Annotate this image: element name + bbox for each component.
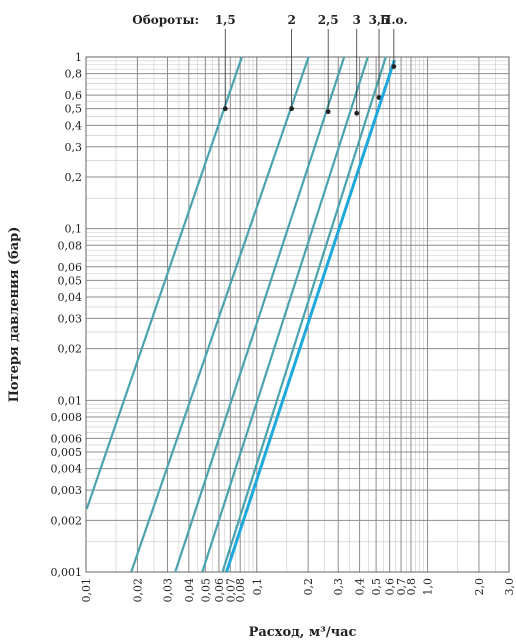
- y-tick-label: 0,001: [51, 566, 83, 579]
- y-tick-label: 0,1: [65, 223, 83, 236]
- x-tick-label: 0,3: [332, 578, 345, 596]
- series-marker-4: [354, 110, 360, 116]
- y-tick-label: 0,008: [51, 411, 83, 424]
- series-line-3: [174, 56, 346, 573]
- x-tick-label: 1,0: [422, 578, 435, 596]
- y-tick-label: 0,02: [58, 343, 83, 356]
- y-tick-label: 0,01: [58, 394, 83, 407]
- x-tick-label: 0,04: [183, 578, 196, 603]
- x-tick-label: 0,06: [213, 578, 226, 603]
- x-tick-label: 3,0: [503, 578, 516, 596]
- series-label-1: 1,5: [215, 13, 236, 27]
- y-tick-label: 0,3: [65, 141, 83, 154]
- x-tick-label: 0,8: [405, 578, 418, 596]
- y-tick-label: 0,2: [65, 171, 83, 184]
- plot-frame: [85, 56, 510, 573]
- series-label-5: 3,5: [369, 13, 390, 27]
- x-tick-label: 0,08: [234, 578, 247, 603]
- series-marker-3: [325, 109, 331, 115]
- y-tick-label: 0,04: [58, 291, 83, 304]
- series-marker-2: [289, 106, 295, 112]
- series-label-3: 2,5: [318, 13, 339, 27]
- y-tick-label: 1: [75, 51, 82, 64]
- x-tick-label: 0,02: [131, 578, 144, 603]
- minor-grid: [85, 57, 510, 573]
- x-tick-label: 0,2: [302, 578, 315, 596]
- y-tick-label: 0,5: [65, 103, 83, 116]
- x-tick-label: 0,4: [354, 578, 367, 596]
- series-line-1: [85, 56, 243, 510]
- y-tick-label: 0,005: [51, 446, 83, 459]
- y-tick-label: 0,003: [51, 484, 83, 497]
- series-label-2: 2: [287, 13, 295, 27]
- series-marker-6: [391, 64, 397, 69]
- y-tick-label: 0,6: [65, 89, 83, 102]
- series-label-6: П.о.: [380, 13, 408, 27]
- y-tick-label: 0,006: [51, 432, 83, 445]
- series-line-6: [225, 59, 396, 573]
- y-tick-label: 0,004: [51, 463, 83, 476]
- labels-layer: 0,01 0,02 0,03 0,04 0,05 0,060,070,08 0,1 0,2 0,…: [51, 13, 516, 603]
- x-tick-label: 0,5: [370, 578, 383, 596]
- series-line-2: [130, 56, 310, 573]
- series-line-5: [221, 56, 387, 573]
- y-tick-label: 0,06: [58, 261, 83, 274]
- x-tick-label: 0,7: [395, 578, 408, 596]
- y-tick-label: 0,03: [58, 312, 83, 325]
- x-tick-label: 0,1: [251, 578, 264, 596]
- x-tick-label: 0,05: [199, 578, 212, 603]
- series-layer: [85, 29, 397, 573]
- x-axis-title: Расход, м³/час: [249, 625, 357, 640]
- x-tick-label: 0,6: [384, 578, 397, 596]
- x-tick-label: 0,07: [224, 578, 237, 603]
- legend-header: Обороты:: [132, 13, 199, 27]
- y-tick-label: 0,08: [58, 239, 83, 252]
- y-axis-title: Потеря давления (бар): [7, 227, 22, 403]
- y-tick-label: 0,4: [65, 119, 83, 132]
- x-tick-label: 0,01: [80, 578, 93, 603]
- y-tick-label: 0,8: [65, 68, 83, 81]
- y-tick-label: 0,002: [51, 514, 83, 527]
- x-tick-label: 2,0: [473, 578, 486, 596]
- y-tick-label: 0,05: [58, 274, 83, 287]
- x-tick-label: 0,03: [161, 578, 174, 603]
- major-grid: [85, 56, 510, 573]
- series-line-4: [201, 56, 369, 573]
- series-marker-1: [222, 106, 228, 112]
- series-label-4: 3: [353, 13, 361, 27]
